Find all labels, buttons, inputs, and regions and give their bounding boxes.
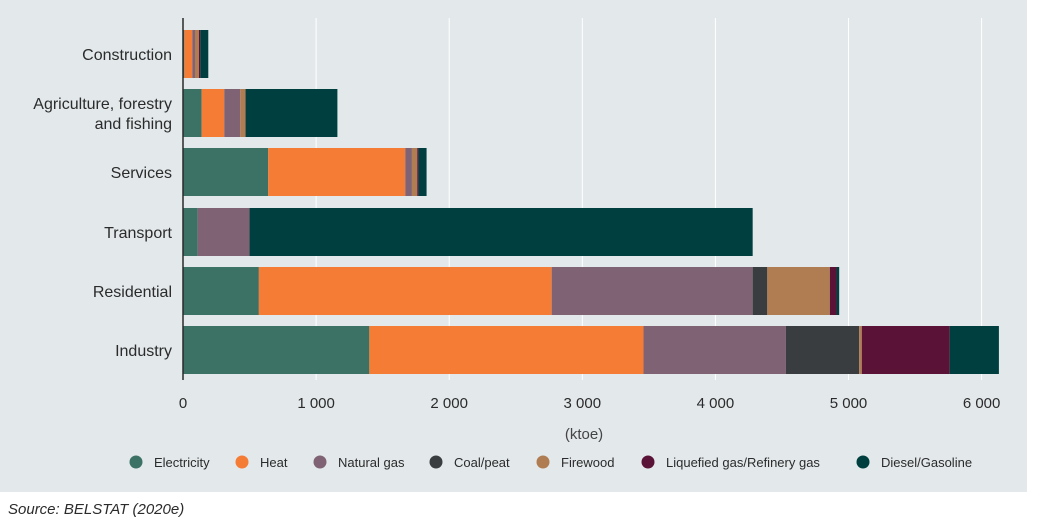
bar-industry-firewood (859, 326, 862, 374)
category-label-line: Industry (115, 343, 172, 360)
bar-transport-natural-gas (197, 208, 250, 256)
x-tick-label: 3 000 (564, 395, 602, 412)
stacked-bar-chart: Construction Agriculture, forestry and fis… (33, 18, 1001, 470)
legend-swatch (641, 455, 655, 469)
legend-label: Natural gas (338, 455, 405, 470)
bar-industry-natural-gas (643, 326, 786, 374)
x-tick-label: 2 000 (430, 395, 468, 412)
bar-construction-diesel-gasoline (200, 30, 209, 78)
legend-label: Heat (260, 455, 288, 470)
bar-residential-coal-peat (752, 267, 768, 315)
legend-label: Electricity (154, 455, 210, 470)
gridlines (315, 18, 983, 380)
bars (183, 30, 999, 374)
bar-construction-natural-gas (192, 30, 195, 78)
x-tick-label: 6 000 (963, 395, 1001, 412)
bar-agriculture-forestry-and-fishing-electricity (183, 89, 202, 137)
bar-agriculture-forestry-and-fishing-diesel-gasoline (245, 89, 338, 137)
bar-services-electricity (183, 148, 269, 196)
category-label: Industry (115, 343, 172, 360)
bar-residential-electricity (183, 267, 259, 315)
bar-residential-heat (258, 267, 552, 315)
legend-label: Diesel/Gasoline (881, 455, 972, 470)
bar-residential-liquefied-gas-refinery-gas (829, 267, 837, 315)
bar-services-liquefied-gas-refinery-gas (417, 148, 419, 196)
category-label-line: Transport (104, 225, 172, 242)
legend-swatch (129, 455, 143, 469)
chart-panel: Construction Agriculture, forestry and fis… (0, 0, 1027, 492)
legend-swatch (536, 455, 550, 469)
x-tick-label: 5 000 (830, 395, 868, 412)
bar-agriculture-forestry-and-fishing-firewood (240, 89, 246, 137)
bar-industry-electricity (183, 326, 370, 374)
bar-industry-coal-peat (785, 326, 860, 374)
legend-label: Firewood (561, 455, 614, 470)
legend-label: Coal/peat (454, 455, 510, 470)
bar-residential-firewood (767, 267, 830, 315)
bar-industry-diesel-gasoline (949, 326, 999, 374)
bar-agriculture-forestry-and-fishing-heat (201, 89, 225, 137)
x-tick-label: 0 (179, 395, 187, 412)
bar-transport-electricity (183, 208, 198, 256)
category-label-line: Agriculture, forestry (33, 96, 172, 113)
legend-swatch (313, 455, 327, 469)
legend-swatch (856, 455, 870, 469)
legend-swatch (235, 455, 249, 469)
legend-swatch (429, 455, 443, 469)
category-label-line: Residential (93, 284, 172, 301)
category-label: Agriculture, forestry and fishing (33, 96, 172, 133)
bar-construction-liquefied-gas-refinery-gas (198, 30, 201, 78)
x-axis-label: (ktoe) (565, 426, 603, 443)
bar-construction-heat (184, 30, 193, 78)
category-label: Residential (93, 284, 172, 301)
source-note: Source: BELSTAT (2020e) (8, 501, 185, 518)
x-tick-label: 1 000 (297, 395, 335, 412)
bar-construction-firewood (194, 30, 199, 78)
bar-industry-heat (369, 326, 644, 374)
category-label-line: and fishing (95, 116, 172, 133)
bar-services-firewood (411, 148, 418, 196)
category-label: Construction (82, 47, 172, 64)
bar-residential-diesel-gasoline (836, 267, 840, 315)
bar-agriculture-forestry-and-fishing-natural-gas (224, 89, 241, 137)
bar-services-diesel-gasoline (418, 148, 427, 196)
bar-industry-liquefied-gas-refinery-gas (861, 326, 950, 374)
bar-transport-diesel-gasoline (249, 208, 753, 256)
category-label: Transport (104, 225, 172, 242)
legend: Electricity Heat Natural gas Coal/peat Firew… (129, 455, 972, 470)
bar-services-heat (268, 148, 406, 196)
bar-services-natural-gas (405, 148, 412, 196)
legend-label: Liquefied gas/Refinery gas (666, 455, 820, 470)
category-label: Services (111, 165, 172, 182)
bar-residential-natural-gas (551, 267, 753, 315)
category-label-line: Construction (82, 47, 172, 64)
x-tick-label: 4 000 (697, 395, 735, 412)
category-label-line: Services (111, 165, 172, 182)
